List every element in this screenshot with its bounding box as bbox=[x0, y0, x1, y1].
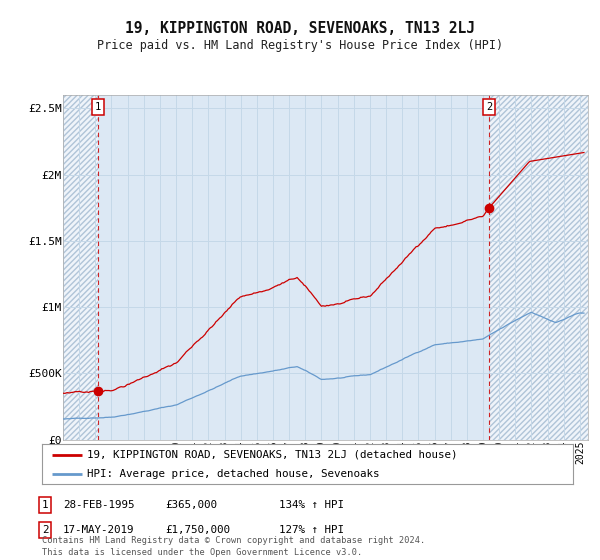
Text: 2: 2 bbox=[486, 102, 492, 112]
Text: 19, KIPPINGTON ROAD, SEVENOAKS, TN13 2LJ (detached house): 19, KIPPINGTON ROAD, SEVENOAKS, TN13 2LJ… bbox=[87, 450, 458, 460]
Text: £1,750,000: £1,750,000 bbox=[165, 525, 230, 535]
Text: 127% ↑ HPI: 127% ↑ HPI bbox=[279, 525, 344, 535]
Text: 2: 2 bbox=[42, 525, 48, 535]
Text: Contains HM Land Registry data © Crown copyright and database right 2024.
This d: Contains HM Land Registry data © Crown c… bbox=[42, 536, 425, 557]
Text: 19, KIPPINGTON ROAD, SEVENOAKS, TN13 2LJ: 19, KIPPINGTON ROAD, SEVENOAKS, TN13 2LJ bbox=[125, 21, 475, 36]
Text: HPI: Average price, detached house, Sevenoaks: HPI: Average price, detached house, Seve… bbox=[87, 469, 380, 478]
Text: 134% ↑ HPI: 134% ↑ HPI bbox=[279, 500, 344, 510]
Text: 1: 1 bbox=[95, 102, 101, 112]
Text: 28-FEB-1995: 28-FEB-1995 bbox=[63, 500, 134, 510]
Text: £365,000: £365,000 bbox=[165, 500, 217, 510]
Text: 1: 1 bbox=[42, 500, 48, 510]
Bar bbox=[63, 95, 98, 440]
Text: 17-MAY-2019: 17-MAY-2019 bbox=[63, 525, 134, 535]
Bar bbox=[489, 95, 588, 440]
Bar bbox=[63, 95, 98, 440]
Text: Price paid vs. HM Land Registry's House Price Index (HPI): Price paid vs. HM Land Registry's House … bbox=[97, 39, 503, 52]
Bar bbox=[489, 95, 588, 440]
